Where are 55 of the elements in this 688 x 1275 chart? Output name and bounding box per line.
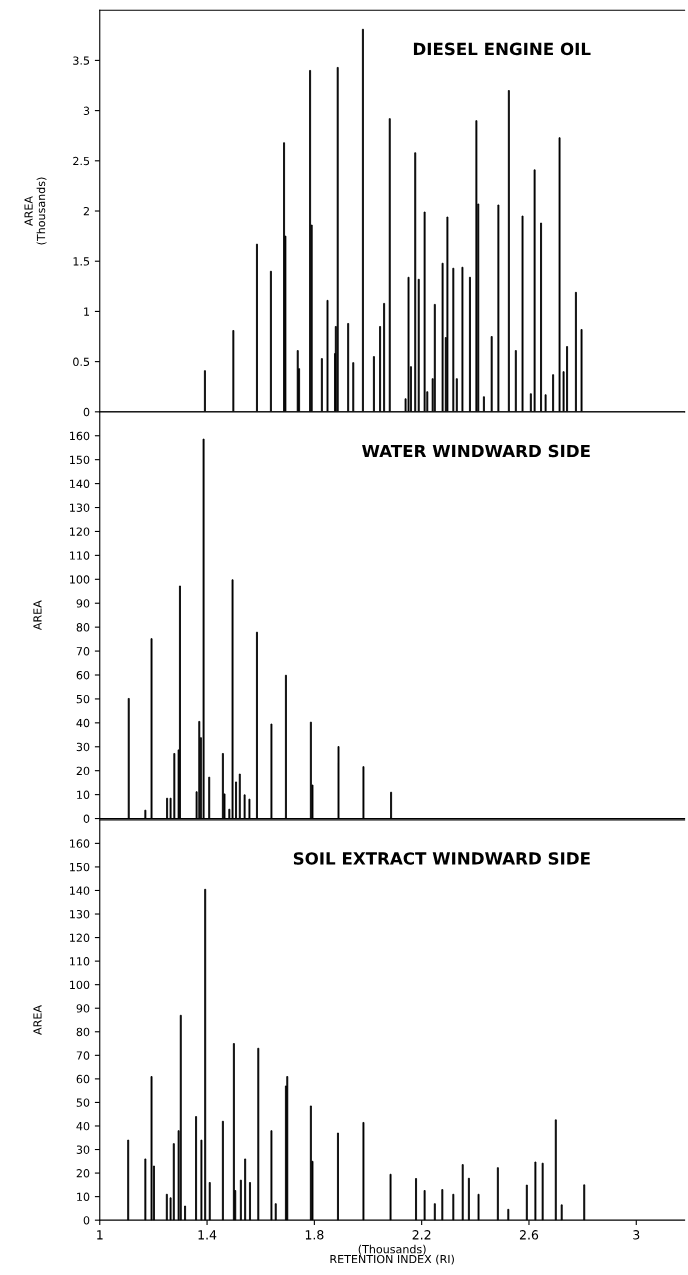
y-tick-label: 1 bbox=[84, 307, 90, 316]
y-tick-label: 50 bbox=[76, 694, 90, 704]
y-tick-label: 1.5 bbox=[73, 257, 90, 266]
y-tick-label: 90 bbox=[76, 599, 90, 608]
y-tick-label: 60 bbox=[76, 1074, 90, 1084]
y-tick-label: 10 bbox=[77, 1192, 90, 1201]
y-tick-label: 150 bbox=[70, 862, 90, 872]
y-tick-label: 130 bbox=[70, 910, 90, 919]
y-tick-label: 150 bbox=[70, 455, 90, 465]
text: SOIL EXTRACT WINDWARD SIDE bbox=[293, 852, 590, 865]
y-tick-label: 0.5 bbox=[73, 357, 90, 366]
x-axis-title: (Thousands) RETENTION INDEX (RI) bbox=[330, 1244, 454, 1265]
y-axis-title: AREA bbox=[33, 1005, 42, 1035]
y-tick-label: 10 bbox=[77, 790, 90, 799]
y-tick-label: 90 bbox=[76, 1004, 90, 1013]
y-tick-label: 140 bbox=[70, 479, 90, 488]
y-tick-label: 100 bbox=[70, 980, 90, 990]
y-tick-label: 60 bbox=[76, 670, 90, 680]
y-tick-label: 100 bbox=[70, 575, 90, 584]
y-tick-label: 40 bbox=[76, 1121, 90, 1131]
y-tick-label: 3.5 bbox=[73, 56, 90, 65]
y-tick-label: 120 bbox=[70, 933, 90, 942]
y-tick-label: 40 bbox=[76, 718, 90, 728]
x-tick-label: 2.6 bbox=[519, 1230, 539, 1240]
y-tick-label: 0 bbox=[83, 1216, 90, 1225]
y-tick-label: 50 bbox=[76, 1098, 90, 1107]
y-tick-label: 2.5 bbox=[73, 156, 90, 166]
text: DIESEL ENGINE OIL bbox=[413, 42, 591, 56]
y-tick-label: 30 bbox=[76, 1145, 90, 1154]
y-tick-label: 80 bbox=[76, 1027, 90, 1037]
x-tick-label: 1 bbox=[97, 1230, 103, 1240]
y-tick-label: 110 bbox=[70, 957, 90, 966]
y-axis-title: AREA (Thousands) bbox=[24, 177, 47, 245]
y-tick-label: 30 bbox=[76, 742, 90, 752]
y-tick-label: 70 bbox=[76, 647, 90, 656]
y-tick-label: 70 bbox=[76, 1051, 90, 1060]
y-tick-label: 0 bbox=[83, 407, 90, 417]
y-axis-title: AREA bbox=[33, 600, 42, 631]
y-tick-label: 3 bbox=[83, 106, 90, 115]
x-tick-label: 1.8 bbox=[305, 1230, 324, 1240]
y-tick-label: 120 bbox=[70, 527, 90, 536]
y-tick-label: 160 bbox=[70, 839, 90, 848]
x-tick-label: 2.2 bbox=[412, 1230, 431, 1240]
text: WATER WINDWARD SIDE bbox=[362, 444, 590, 458]
y-tick-label: 20 bbox=[76, 1169, 90, 1178]
y-tick-label: 130 bbox=[70, 503, 90, 512]
y-tick-label: 110 bbox=[70, 551, 90, 560]
y-tick-label: 80 bbox=[76, 623, 90, 632]
y-tick-label: 140 bbox=[70, 886, 90, 895]
y-tick-label: 20 bbox=[76, 766, 90, 776]
y-tick-label: 160 bbox=[70, 431, 90, 441]
y-tick-label: 0 bbox=[83, 814, 90, 823]
x-tick-label: 3 bbox=[633, 1230, 640, 1240]
y-tick-label: 2 bbox=[83, 206, 89, 216]
x-tick-label: 1.4 bbox=[198, 1230, 217, 1240]
